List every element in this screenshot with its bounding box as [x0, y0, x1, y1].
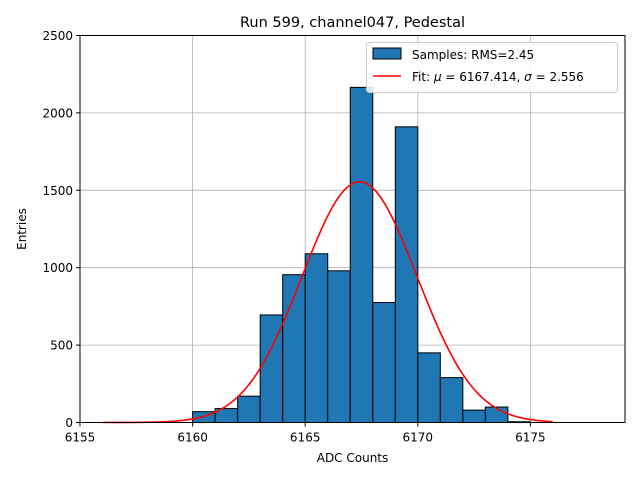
histogram-bar	[327, 270, 351, 423]
x-tick-label: 6175	[515, 431, 546, 445]
histogram-bar	[304, 253, 329, 423]
y-tick-label: 1500	[42, 184, 73, 198]
legend-box	[366, 42, 618, 93]
y-axis-label: Entries	[15, 208, 29, 250]
histogram-bar	[237, 395, 261, 423]
x-axis-ticks: 6155 6160 6165 6170 6175	[65, 422, 546, 445]
legend: Samples: RMS=2.45 Fit: μ = 6167.414, σ =…	[366, 42, 618, 93]
histogram-bar	[462, 409, 486, 423]
fit-curve	[102, 180, 553, 424]
histogram-bar	[349, 86, 374, 423]
y-tick-label: 1000	[42, 261, 73, 275]
legend-label-histogram: Samples: RMS=2.45	[412, 48, 534, 62]
histogram-bar	[484, 406, 509, 423]
histogram-bars	[192, 86, 531, 424]
y-tick-label: 500	[50, 339, 73, 353]
histogram-bar	[417, 352, 441, 423]
y-axis-ticks: 0 500 1000 1500 2000 2500	[42, 29, 80, 430]
histogram-bar	[372, 302, 396, 423]
histogram-bar	[394, 126, 419, 423]
legend-swatch-histogram	[372, 47, 402, 60]
x-tick-label: 6170	[403, 431, 434, 445]
y-tick-label: 2500	[42, 29, 73, 43]
x-tick-label: 6165	[290, 431, 321, 445]
x-tick-label: 6160	[177, 431, 208, 445]
legend-label-fit: Fit: μ = 6167.414, σ = 2.556	[412, 70, 584, 84]
chart-title: Run 599, channel047, Pedestal	[240, 15, 465, 31]
y-tick-label: 0	[65, 416, 73, 430]
y-tick-label: 2000	[42, 106, 73, 120]
x-axis-label: ADC Counts	[317, 451, 389, 465]
histogram-bar	[439, 377, 464, 423]
x-tick-label: 6155	[65, 431, 96, 445]
plot-frame	[79, 35, 626, 423]
